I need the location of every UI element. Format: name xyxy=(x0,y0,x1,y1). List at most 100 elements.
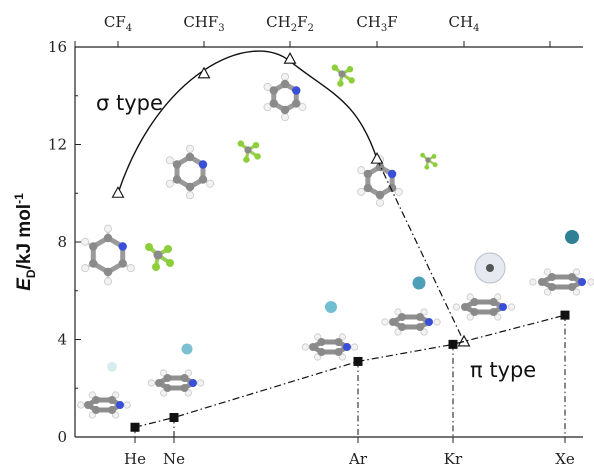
hydrogen-atom xyxy=(376,198,384,207)
carbon-atom xyxy=(172,160,182,169)
hydrogen-atom xyxy=(160,369,168,377)
carbon-atom xyxy=(470,308,479,316)
xenon-atom xyxy=(565,230,579,244)
hydrogen-atom xyxy=(338,333,346,341)
carbon-atom xyxy=(375,190,385,200)
sigma-series-connector xyxy=(376,158,465,343)
nitrogen-atom xyxy=(116,401,124,409)
hydrogen-atom xyxy=(197,379,205,387)
pyridine-molecule xyxy=(147,369,205,397)
freon-molecule xyxy=(420,152,438,170)
y-axis-label: ED/kJ mol-1 xyxy=(12,193,38,291)
hydrogen-atom xyxy=(394,328,402,336)
hydrogen-atom xyxy=(452,303,461,311)
fluorine-atom xyxy=(243,156,250,163)
carbon-atom xyxy=(309,343,317,351)
nitrogen-atom xyxy=(387,169,397,179)
carbon-atom xyxy=(338,70,346,78)
pi-point-marker xyxy=(169,413,179,422)
fluorine-atom xyxy=(424,164,430,170)
carbon-atom xyxy=(568,273,576,281)
nitrogen-atom xyxy=(198,160,208,169)
hydrogen-atom xyxy=(357,166,366,175)
pyridine-molecule xyxy=(381,308,441,336)
hydrogen-atom xyxy=(338,353,346,361)
carbon-atom xyxy=(398,313,406,321)
hydrogen-atom xyxy=(184,369,192,377)
fluorine-atom xyxy=(152,263,160,271)
hydrogen-atom xyxy=(184,389,192,397)
x-bottom-tick-label: Kr xyxy=(444,450,463,468)
carbon-atom xyxy=(317,338,326,346)
hydrogen-atom xyxy=(394,187,403,196)
hydrogen-atom xyxy=(572,288,581,296)
carbon-atom xyxy=(334,348,343,356)
pyridine-molecule xyxy=(77,391,131,419)
carbon-atom xyxy=(269,86,278,95)
carbon-atom xyxy=(280,79,290,89)
hydrogen-atom xyxy=(420,308,428,316)
pyridine-molecule xyxy=(301,333,359,361)
carbon-atom xyxy=(425,157,431,163)
fluorine-atom xyxy=(431,154,437,159)
hydrogen-atom xyxy=(357,187,366,196)
carbon-atom xyxy=(416,313,424,321)
carbon-atom xyxy=(461,303,469,311)
hydrogen-atom xyxy=(104,277,112,286)
fluorine-atom xyxy=(432,162,438,168)
freon-molecule xyxy=(145,243,174,271)
hydrogen-atom xyxy=(165,179,174,188)
hydrogen-atom xyxy=(104,224,112,233)
carbon-atom xyxy=(280,105,290,115)
carbon-atom xyxy=(269,99,278,108)
fluorine-atom xyxy=(348,77,355,84)
pi-point-marker xyxy=(353,356,363,366)
hydrogen-atom xyxy=(263,103,272,112)
sigma-point-marker xyxy=(111,186,125,198)
hydrogen-atom xyxy=(572,268,581,276)
pyridine-molecule xyxy=(81,224,135,286)
x-top-tick-label: CHF3 xyxy=(183,13,224,34)
x-top-tick-label: CF4 xyxy=(104,13,132,34)
hydrogen-atom xyxy=(298,103,307,112)
chart-axes: 0 4 8 12 16 He Ne Ar Kr Xe CF4 CHF3 CH2F2 CH3F CH4 xyxy=(48,13,583,468)
nitrogen-atom xyxy=(499,303,507,311)
hydrogen-atom xyxy=(186,144,194,153)
fluorine-atom xyxy=(420,152,425,158)
carbon-atom xyxy=(185,152,195,162)
carbon-atom xyxy=(108,396,116,404)
methane-cage xyxy=(474,252,506,284)
carbon-atom xyxy=(334,338,343,346)
helium-atom xyxy=(107,362,117,372)
neon-atom xyxy=(181,343,193,355)
pyridine-molecule xyxy=(263,72,307,122)
carbon-atom xyxy=(568,283,576,291)
y-tick-label: 4 xyxy=(57,331,67,349)
carbon-atom xyxy=(89,242,98,251)
x-bottom-tick-label: He xyxy=(124,450,146,468)
nitrogen-atom xyxy=(343,343,351,351)
pi-series-label: π type xyxy=(470,358,536,382)
hydrogen-atom xyxy=(394,308,402,316)
x-bottom-tick-label: Ne xyxy=(163,450,185,468)
hydrogen-atom xyxy=(77,401,85,409)
carbon-atom xyxy=(398,323,406,331)
x-bottom-tick-label: Xe xyxy=(555,450,575,468)
sigma-point-marker xyxy=(197,66,211,79)
carbon-atom xyxy=(538,278,546,286)
fluorine-atom xyxy=(166,259,174,267)
carbon-atom xyxy=(103,233,113,243)
hydrogen-atom xyxy=(81,264,90,273)
sigma-series-label: σ type xyxy=(96,91,163,115)
molecule-illustrations xyxy=(77,64,594,419)
carbon-atom xyxy=(92,396,100,404)
fluorine-atom xyxy=(145,243,153,251)
fluorine-atom xyxy=(252,142,260,149)
carbon-atom xyxy=(489,308,498,316)
hydrogen-atom xyxy=(314,333,322,341)
y-tick-label: 8 xyxy=(57,233,67,251)
carbon-atom xyxy=(486,264,494,272)
hydrogen-atom xyxy=(81,237,90,246)
carbon-atom xyxy=(198,175,208,184)
carbon-atom xyxy=(103,267,113,277)
